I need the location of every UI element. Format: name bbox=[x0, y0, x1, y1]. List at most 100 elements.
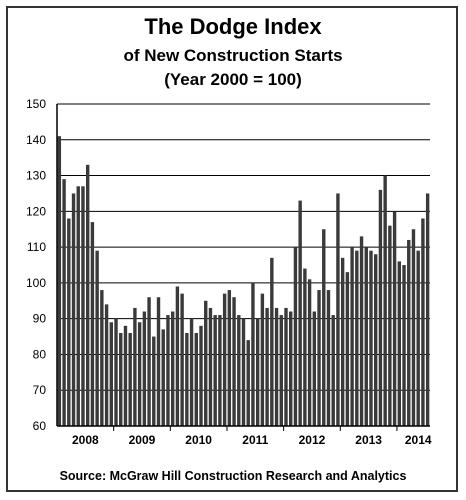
y-tick-label-110: 110 bbox=[27, 240, 46, 254]
x-tick-label-2014: 2014 bbox=[405, 433, 432, 447]
bar-47 bbox=[274, 307, 279, 426]
bar-1 bbox=[57, 136, 62, 426]
bar-79 bbox=[425, 193, 430, 426]
bar-46 bbox=[270, 257, 274, 426]
chart-title: The Dodge Index bbox=[144, 14, 322, 39]
chart-subtitle-line-2: (Year 2000 = 100) bbox=[164, 70, 302, 89]
bar-30 bbox=[194, 332, 198, 426]
bar-19 bbox=[142, 311, 147, 426]
bar-10 bbox=[100, 290, 104, 426]
bar-72 bbox=[392, 211, 397, 426]
bar-70 bbox=[383, 175, 387, 426]
bar-76 bbox=[411, 229, 416, 426]
bar-39 bbox=[237, 315, 241, 426]
bar-9 bbox=[95, 250, 99, 426]
bar-63 bbox=[350, 247, 354, 426]
bar-77 bbox=[416, 250, 420, 426]
source-note: Source: McGraw Hill Construction Researc… bbox=[59, 469, 407, 483]
bar-8 bbox=[90, 222, 95, 426]
bar-59 bbox=[331, 315, 335, 426]
bar-69 bbox=[378, 189, 383, 426]
bar-25 bbox=[170, 311, 175, 426]
bar-74 bbox=[402, 265, 406, 426]
bar-61 bbox=[340, 257, 345, 426]
x-tick-label-2009: 2009 bbox=[129, 433, 156, 447]
bar-40 bbox=[241, 318, 246, 426]
bar-44 bbox=[260, 293, 265, 426]
bar-42 bbox=[251, 282, 255, 426]
bar-53 bbox=[303, 268, 307, 426]
bar-29 bbox=[189, 318, 194, 426]
bar-67 bbox=[369, 250, 373, 426]
x-tick-label-2013: 2013 bbox=[355, 433, 382, 447]
y-tick-label-150: 150 bbox=[26, 97, 46, 111]
bar-54 bbox=[307, 279, 312, 426]
y-tick-label-140: 140 bbox=[26, 133, 46, 147]
bar-21 bbox=[152, 336, 156, 426]
bar-58 bbox=[326, 290, 331, 426]
x-tick-label-2011: 2011 bbox=[242, 433, 268, 447]
bar-31 bbox=[199, 325, 203, 426]
bar-37 bbox=[227, 290, 232, 426]
bar-14 bbox=[119, 332, 123, 426]
bar-55 bbox=[312, 311, 317, 426]
bar-11 bbox=[104, 304, 109, 426]
bar-62 bbox=[345, 272, 350, 426]
bar-48 bbox=[279, 315, 283, 426]
bar-73 bbox=[397, 261, 402, 426]
bar-64 bbox=[355, 250, 359, 426]
bar-78 bbox=[421, 218, 425, 426]
x-tick-label-2010: 2010 bbox=[185, 433, 212, 447]
x-tick-label-2012: 2012 bbox=[299, 433, 326, 447]
y-tick-label-100: 100 bbox=[26, 276, 46, 290]
bar-56 bbox=[317, 290, 321, 426]
bar-49 bbox=[284, 307, 288, 426]
bar-32 bbox=[204, 300, 208, 426]
bar-35 bbox=[218, 315, 222, 426]
bar-23 bbox=[161, 329, 165, 426]
bar-2 bbox=[62, 179, 66, 426]
bar-20 bbox=[147, 297, 151, 426]
bar-26 bbox=[175, 286, 180, 426]
x-tick-label-2008: 2008 bbox=[72, 433, 99, 447]
bar-13 bbox=[114, 318, 118, 426]
bar-66 bbox=[364, 247, 368, 426]
chart-subtitle-line-1: of New Construction Starts bbox=[123, 46, 343, 65]
bar-5 bbox=[76, 186, 80, 426]
y-tick-label-120: 120 bbox=[26, 204, 46, 218]
y-tick-label-60: 60 bbox=[33, 419, 47, 433]
bar-45 bbox=[265, 307, 269, 426]
bar-75 bbox=[407, 239, 411, 426]
bar-3 bbox=[67, 218, 71, 426]
bar-33 bbox=[208, 307, 213, 426]
bar-17 bbox=[133, 307, 137, 426]
bar-4 bbox=[71, 193, 76, 426]
bar-36 bbox=[222, 293, 227, 426]
y-tick-label-80: 80 bbox=[33, 347, 47, 361]
y-tick-label-70: 70 bbox=[33, 383, 47, 397]
bar-50 bbox=[289, 311, 293, 426]
bar-57 bbox=[322, 229, 326, 426]
bar-52 bbox=[298, 200, 302, 426]
bar-7 bbox=[85, 164, 90, 427]
bar-38 bbox=[232, 297, 236, 426]
bar-65 bbox=[359, 236, 364, 426]
bar-34 bbox=[213, 315, 217, 426]
bar-68 bbox=[374, 254, 378, 426]
bar-16 bbox=[128, 332, 132, 426]
bar-6 bbox=[81, 186, 85, 426]
bar-27 bbox=[180, 293, 184, 426]
y-tick-label-130: 130 bbox=[26, 169, 46, 183]
bar-18 bbox=[137, 322, 142, 426]
bar-60 bbox=[336, 193, 340, 426]
y-tick-label-90: 90 bbox=[33, 312, 47, 326]
bar-28 bbox=[185, 332, 189, 426]
bar-51 bbox=[293, 247, 298, 426]
bar-71 bbox=[388, 225, 392, 426]
bar-12 bbox=[109, 322, 113, 426]
bar-43 bbox=[255, 318, 260, 426]
bar-24 bbox=[166, 315, 170, 426]
bar-41 bbox=[246, 340, 250, 426]
bar-22 bbox=[156, 297, 161, 426]
